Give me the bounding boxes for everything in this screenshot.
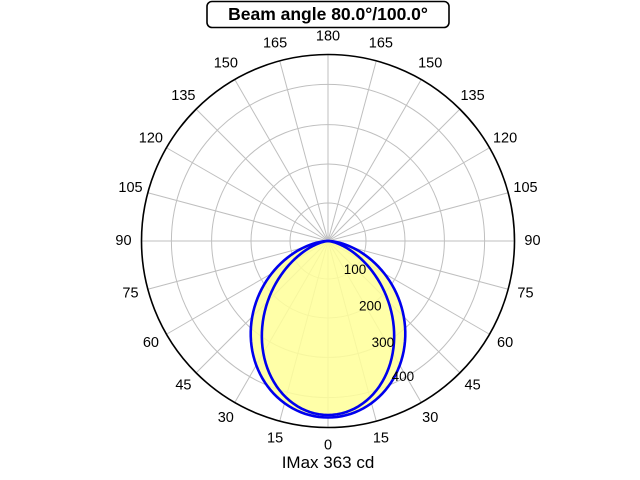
svg-text:100: 100 [344, 262, 367, 277]
svg-text:Beam angle 80.0°/100.0°: Beam angle 80.0°/100.0° [228, 4, 428, 24]
svg-text:IMax 363 cd: IMax 363 cd [282, 453, 375, 472]
svg-text:30: 30 [422, 410, 438, 426]
svg-text:150: 150 [418, 56, 442, 72]
svg-text:45: 45 [465, 377, 481, 393]
svg-text:60: 60 [143, 335, 159, 351]
svg-text:180: 180 [316, 28, 340, 44]
svg-text:150: 150 [214, 56, 238, 72]
svg-text:105: 105 [118, 180, 142, 196]
svg-text:200: 200 [359, 298, 382, 313]
svg-text:105: 105 [513, 180, 537, 196]
svg-text:15: 15 [373, 430, 389, 446]
svg-text:75: 75 [122, 286, 138, 302]
svg-text:90: 90 [524, 233, 540, 249]
svg-text:400: 400 [392, 369, 415, 384]
svg-text:135: 135 [460, 88, 484, 104]
svg-text:60: 60 [497, 335, 513, 351]
svg-text:120: 120 [493, 131, 517, 147]
svg-text:135: 135 [171, 88, 195, 104]
svg-text:120: 120 [139, 131, 163, 147]
svg-text:165: 165 [263, 35, 287, 51]
svg-text:0: 0 [324, 437, 332, 453]
svg-text:15: 15 [267, 430, 283, 446]
svg-text:30: 30 [218, 410, 234, 426]
svg-text:300: 300 [372, 335, 395, 350]
svg-text:45: 45 [175, 377, 191, 393]
svg-text:165: 165 [369, 35, 393, 51]
svg-text:90: 90 [115, 233, 131, 249]
svg-text:75: 75 [517, 286, 533, 302]
